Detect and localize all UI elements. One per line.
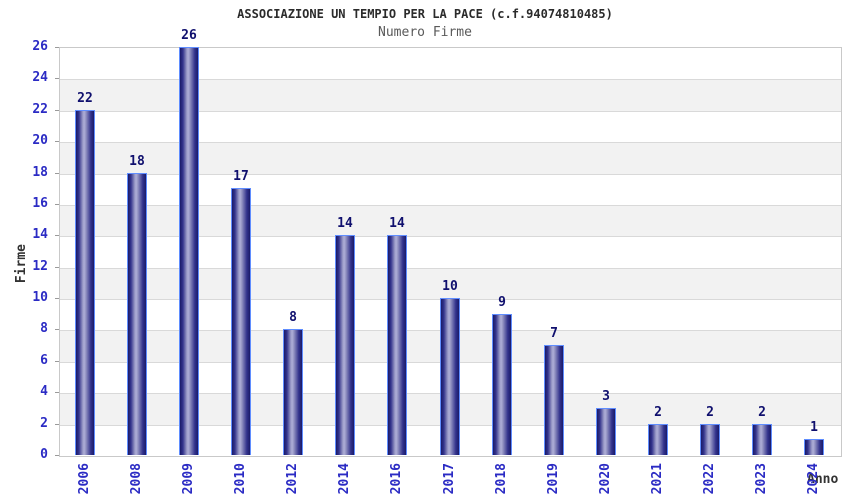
y-tick-label: 22 — [32, 102, 48, 117]
bar-2009 — [179, 47, 199, 455]
y-tick-label: 24 — [32, 70, 48, 85]
chart-subtitle: Numero Firme — [378, 25, 472, 40]
plot-band — [60, 173, 841, 205]
y-tick-mark — [55, 392, 59, 393]
y-tick-label: 2 — [40, 416, 48, 431]
y-tick-mark — [55, 455, 59, 456]
y-tick-mark — [55, 361, 59, 362]
bar-2023 — [752, 424, 772, 455]
y-tick-mark — [55, 298, 59, 299]
y-tick-label: 8 — [40, 321, 48, 336]
bar-value-label: 17 — [233, 169, 249, 184]
y-tick-label: 4 — [40, 384, 48, 399]
x-tick-label: 2016 — [389, 463, 404, 495]
bar-value-label: 2 — [706, 405, 714, 420]
y-tick-mark — [55, 141, 59, 142]
x-tick-label: 2009 — [181, 463, 196, 495]
bar-2022 — [700, 424, 720, 455]
bar-2014 — [335, 235, 355, 455]
x-tick-label: 2021 — [650, 463, 665, 495]
bar-2012 — [283, 329, 303, 455]
bar-value-label: 26 — [181, 28, 197, 43]
x-tick-label: 2019 — [546, 463, 561, 495]
gridline — [60, 174, 841, 175]
bar-value-label: 18 — [129, 154, 145, 169]
y-tick-mark — [55, 329, 59, 330]
y-tick-label: 6 — [40, 353, 48, 368]
bar-value-label: 1 — [810, 420, 818, 435]
gridline — [60, 111, 841, 112]
x-tick-label: 2008 — [129, 463, 144, 495]
x-tick-label: 2017 — [442, 463, 457, 495]
x-tick-label: 2006 — [77, 463, 92, 495]
bar-value-label: 14 — [389, 216, 405, 231]
plot-band — [60, 142, 841, 174]
plot-band — [60, 236, 841, 268]
y-tick-mark — [55, 173, 59, 174]
chart-title: ASSOCIAZIONE UN TEMPIO PER LA PACE (c.f.… — [237, 7, 613, 21]
bar-value-label: 9 — [498, 295, 506, 310]
bar-value-label: 10 — [442, 279, 458, 294]
gridline — [60, 79, 841, 80]
bar-value-label: 22 — [77, 91, 93, 106]
y-tick-mark — [55, 110, 59, 111]
gridline — [60, 268, 841, 269]
bar-value-label: 8 — [289, 310, 297, 325]
y-tick-label: 14 — [32, 227, 48, 242]
x-tick-label: 2024 — [806, 463, 821, 495]
bar-2017 — [440, 298, 460, 455]
y-tick-label: 18 — [32, 165, 48, 180]
y-tick-mark — [55, 235, 59, 236]
y-tick-label: 16 — [32, 196, 48, 211]
x-axis-title: Anno — [807, 472, 839, 487]
y-tick-mark — [55, 78, 59, 79]
gridline — [60, 142, 841, 143]
x-tick-label: 2012 — [285, 463, 300, 495]
bar-2021 — [648, 424, 668, 455]
bar-2006 — [75, 110, 95, 455]
x-tick-label: 2020 — [598, 463, 613, 495]
x-tick-label: 2018 — [494, 463, 509, 495]
bar-value-label: 3 — [602, 389, 610, 404]
bar-2019 — [544, 345, 564, 455]
gridline — [60, 236, 841, 237]
y-tick-mark — [55, 267, 59, 268]
bar-2008 — [127, 173, 147, 455]
y-tick-mark — [55, 204, 59, 205]
bar-2024 — [804, 439, 824, 455]
y-tick-mark — [55, 424, 59, 425]
y-tick-mark — [55, 47, 59, 48]
bar-value-label: 2 — [654, 405, 662, 420]
x-tick-label: 2023 — [754, 463, 769, 495]
y-tick-label: 26 — [32, 39, 48, 54]
y-tick-label: 12 — [32, 259, 48, 274]
gridline — [60, 205, 841, 206]
plot-band — [60, 204, 841, 237]
x-tick-label: 2010 — [233, 463, 248, 495]
bar-2016 — [387, 235, 407, 455]
bar-2018 — [492, 314, 512, 455]
plot-band — [60, 79, 841, 111]
bar-value-label: 2 — [758, 405, 766, 420]
y-tick-label: 20 — [32, 133, 48, 148]
plot-band — [60, 110, 841, 143]
bar-2020 — [596, 408, 616, 455]
y-tick-label: 10 — [32, 290, 48, 305]
bar-value-label: 7 — [550, 326, 558, 341]
y-axis-title: Firme — [14, 244, 29, 284]
plot-band — [60, 48, 841, 80]
bar-value-label: 14 — [337, 216, 353, 231]
y-tick-label: 0 — [40, 447, 48, 462]
x-tick-label: 2022 — [702, 463, 717, 495]
bar-2010 — [231, 188, 251, 455]
x-tick-label: 2014 — [337, 463, 352, 495]
